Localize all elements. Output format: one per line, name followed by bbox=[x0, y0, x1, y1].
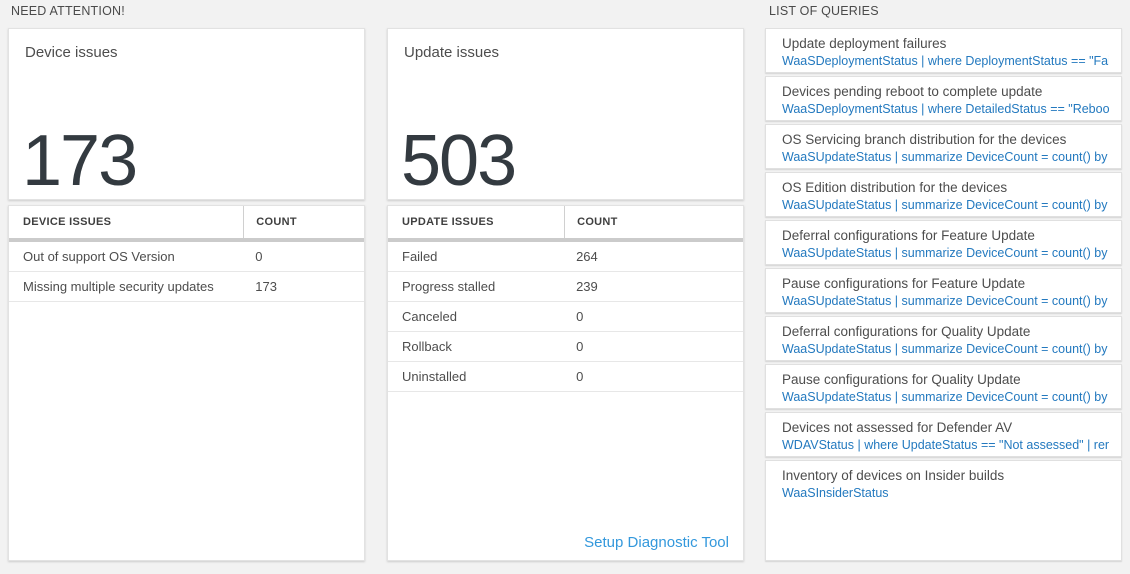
table-row[interactable]: Failed 264 bbox=[388, 242, 743, 272]
device-issues-card-title: Device issues bbox=[25, 44, 118, 61]
query-text-link[interactable]: WaaSDeploymentStatus | where DeploymentS… bbox=[782, 54, 1109, 68]
table-row[interactable]: Missing multiple security updates 173 bbox=[9, 272, 364, 302]
device-issues-total: 173 bbox=[22, 121, 138, 201]
update-issues-table: UPDATE ISSUES COUNT Failed 264 Progress … bbox=[387, 205, 744, 561]
update-issues-col-header: UPDATE ISSUES bbox=[402, 216, 494, 228]
update-issues-table-header: UPDATE ISSUES COUNT bbox=[388, 206, 743, 238]
issue-count-cell: 0 bbox=[576, 309, 584, 324]
issue-name-cell: Canceled bbox=[402, 309, 457, 324]
issue-name-cell: Rollback bbox=[402, 339, 452, 354]
query-title: OS Servicing branch distribution for the… bbox=[782, 132, 1067, 147]
list-of-queries-label: LIST OF QUERIES bbox=[769, 4, 879, 18]
query-title: Devices not assessed for Defender AV bbox=[782, 420, 1013, 435]
query-item[interactable]: Devices pending reboot to complete updat… bbox=[765, 76, 1122, 121]
query-text-link[interactable]: WaaSUpdateStatus | summarize DeviceCount… bbox=[782, 198, 1109, 212]
table-header-divider bbox=[9, 238, 364, 242]
query-item[interactable]: OS Edition distribution for the devices … bbox=[765, 172, 1122, 217]
issue-count-cell: 0 bbox=[576, 339, 584, 354]
query-item[interactable]: Deferral configurations for Feature Upda… bbox=[765, 220, 1122, 265]
query-text-link[interactable]: WDAVStatus | where UpdateStatus == "Not … bbox=[782, 438, 1109, 452]
query-text-link[interactable]: WaaSUpdateStatus | summarize DeviceCount… bbox=[782, 150, 1109, 164]
issue-name-cell: Out of support OS Version bbox=[23, 249, 175, 264]
query-text-link[interactable]: WaaSDeploymentStatus | where DetailedSta… bbox=[782, 102, 1109, 116]
device-issues-table-header: DEVICE ISSUES COUNT bbox=[9, 206, 364, 238]
query-text-link[interactable]: WaaSUpdateStatus | summarize DeviceCount… bbox=[782, 342, 1109, 356]
need-attention-label: NEED ATTENTION! bbox=[11, 4, 125, 18]
query-item[interactable]: Pause configurations for Feature Update … bbox=[765, 268, 1122, 313]
query-title: Update deployment failures bbox=[782, 36, 947, 51]
query-item[interactable]: Pause configurations for Quality Update … bbox=[765, 364, 1122, 409]
query-item[interactable]: Deferral configurations for Quality Upda… bbox=[765, 316, 1122, 361]
count-col-header: COUNT bbox=[564, 206, 743, 238]
query-title: Pause configurations for Quality Update bbox=[782, 372, 1021, 387]
update-issues-card[interactable]: Update issues 503 bbox=[387, 28, 744, 200]
issue-name-cell: Progress stalled bbox=[402, 279, 496, 294]
query-title: Deferral configurations for Feature Upda… bbox=[782, 228, 1035, 243]
query-item[interactable]: Update deployment failures WaaSDeploymen… bbox=[765, 28, 1122, 73]
query-item[interactable]: Devices not assessed for Defender AV WDA… bbox=[765, 412, 1122, 457]
table-header-divider bbox=[388, 238, 743, 242]
issue-count-cell: 239 bbox=[576, 279, 598, 294]
query-text-link[interactable]: WaaSUpdateStatus | summarize DeviceCount… bbox=[782, 390, 1109, 404]
issue-count-cell: 264 bbox=[576, 249, 598, 264]
table-row[interactable]: Canceled 0 bbox=[388, 302, 743, 332]
device-issues-col-header: DEVICE ISSUES bbox=[23, 216, 112, 228]
issue-name-cell: Missing multiple security updates bbox=[23, 279, 214, 294]
issue-count-cell: 0 bbox=[255, 249, 263, 264]
table-row[interactable]: Out of support OS Version 0 bbox=[9, 242, 364, 272]
setup-diagnostic-tool-link[interactable]: Setup Diagnostic Tool bbox=[584, 534, 729, 551]
query-list: Update deployment failures WaaSDeploymen… bbox=[765, 28, 1122, 561]
query-title: Inventory of devices on Insider builds bbox=[782, 468, 1005, 483]
device-issues-table: DEVICE ISSUES COUNT Out of support OS Ve… bbox=[8, 205, 365, 561]
query-item[interactable]: OS Servicing branch distribution for the… bbox=[765, 124, 1122, 169]
query-text-link[interactable]: WaaSUpdateStatus | summarize DeviceCount… bbox=[782, 246, 1109, 260]
issue-name-cell: Failed bbox=[402, 249, 438, 264]
issue-count-cell: 0 bbox=[576, 369, 584, 384]
query-title: Pause configurations for Feature Update bbox=[782, 276, 1026, 291]
query-title: Devices pending reboot to complete updat… bbox=[782, 84, 1043, 99]
table-row[interactable]: Progress stalled 239 bbox=[388, 272, 743, 302]
query-title: Deferral configurations for Quality Upda… bbox=[782, 324, 1031, 339]
table-row[interactable]: Uninstalled 0 bbox=[388, 362, 743, 392]
query-item[interactable]: Inventory of devices on Insider builds W… bbox=[765, 460, 1122, 561]
issue-name-cell: Uninstalled bbox=[402, 369, 467, 384]
device-issues-card[interactable]: Device issues 173 bbox=[8, 28, 365, 200]
query-title: OS Edition distribution for the devices bbox=[782, 180, 1008, 195]
table-row[interactable]: Rollback 0 bbox=[388, 332, 743, 362]
update-issues-total: 503 bbox=[401, 121, 517, 201]
query-text-link[interactable]: WaaSUpdateStatus | summarize DeviceCount… bbox=[782, 294, 1109, 308]
issue-count-cell: 173 bbox=[255, 279, 277, 294]
count-col-header: COUNT bbox=[243, 206, 364, 238]
query-text-link[interactable]: WaaSInsiderStatus bbox=[782, 486, 889, 500]
update-issues-card-title: Update issues bbox=[404, 44, 500, 61]
